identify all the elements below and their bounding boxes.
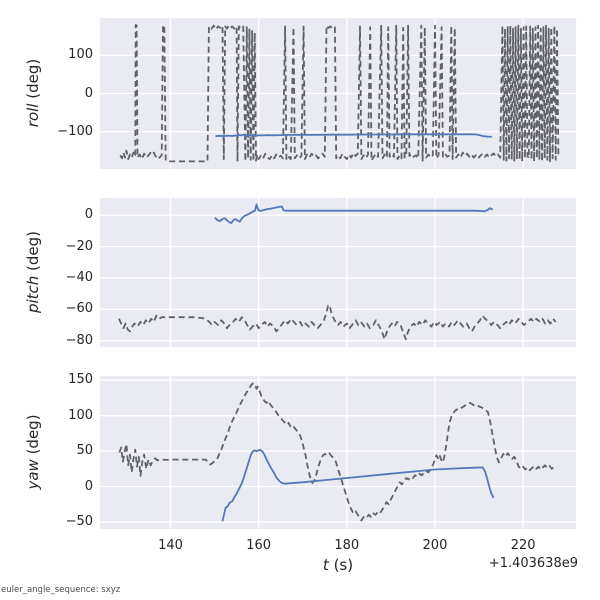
pitch-groundtruth-line [118, 303, 557, 341]
yaw-y-tick-label: 150 [68, 372, 93, 388]
pitch-y-tick-label: −60 [65, 301, 93, 317]
roll-axis-label-unit: (deg) [24, 58, 42, 104]
pitch-y-tick-label: −40 [65, 269, 93, 285]
roll-traj-line [215, 133, 492, 138]
pitch-y-tick-label: −20 [65, 238, 93, 254]
pitch-y-tick-label: 0 [84, 207, 93, 223]
yaw-y-tick-label: −50 [65, 513, 93, 529]
footer-note: euler_angle_sequence: sxyz [1, 585, 121, 595]
roll-axis-label: roll (deg) [24, 59, 42, 127]
roll-y-tick-label: 0 [84, 85, 93, 101]
pitch-plot-area [100, 198, 576, 347]
roll-plot-area [100, 18, 576, 169]
x-axis-label-unit: (s) [328, 556, 354, 574]
x-axis-offset-text: +1.403638e9 [488, 556, 578, 571]
yaw-axis-label-unit: (deg) [24, 414, 42, 460]
x-tick-label: 200 [422, 538, 448, 553]
yaw-axis-label-var: yaw [24, 459, 42, 490]
yaw-plot-area [100, 376, 576, 529]
yaw-y-tick-label: 0 [84, 478, 93, 494]
pitch-axis-label-unit: (deg) [24, 230, 42, 276]
x-tick-label: 140 [158, 538, 183, 553]
pitch-axis-label-var: pitch [24, 275, 42, 314]
roll-y-tick-label: 100 [68, 47, 93, 63]
yaw-y-tick-label: 50 [76, 443, 93, 459]
yaw-groundtruth-line [118, 382, 557, 522]
x-axis-label-var: t [322, 556, 329, 574]
yaw-axis-label: yaw (deg) [24, 414, 42, 489]
x-tick-label: 180 [334, 538, 360, 553]
pitch-traj-line [214, 203, 494, 224]
roll-y-tick-label: −100 [57, 123, 93, 139]
roll-groundtruth-line [119, 24, 560, 163]
yaw-traj-line [221, 448, 495, 522]
x-axis-label: t (s) [283, 556, 393, 574]
x-tick-label: 220 [510, 538, 536, 553]
x-tick-label: 160 [246, 538, 272, 553]
roll-axis-label-var: roll [24, 103, 42, 128]
pitch-axis-label: pitch (deg) [24, 231, 42, 313]
yaw-y-tick-label: 100 [68, 407, 93, 423]
pitch-y-tick-label: −80 [65, 332, 93, 348]
